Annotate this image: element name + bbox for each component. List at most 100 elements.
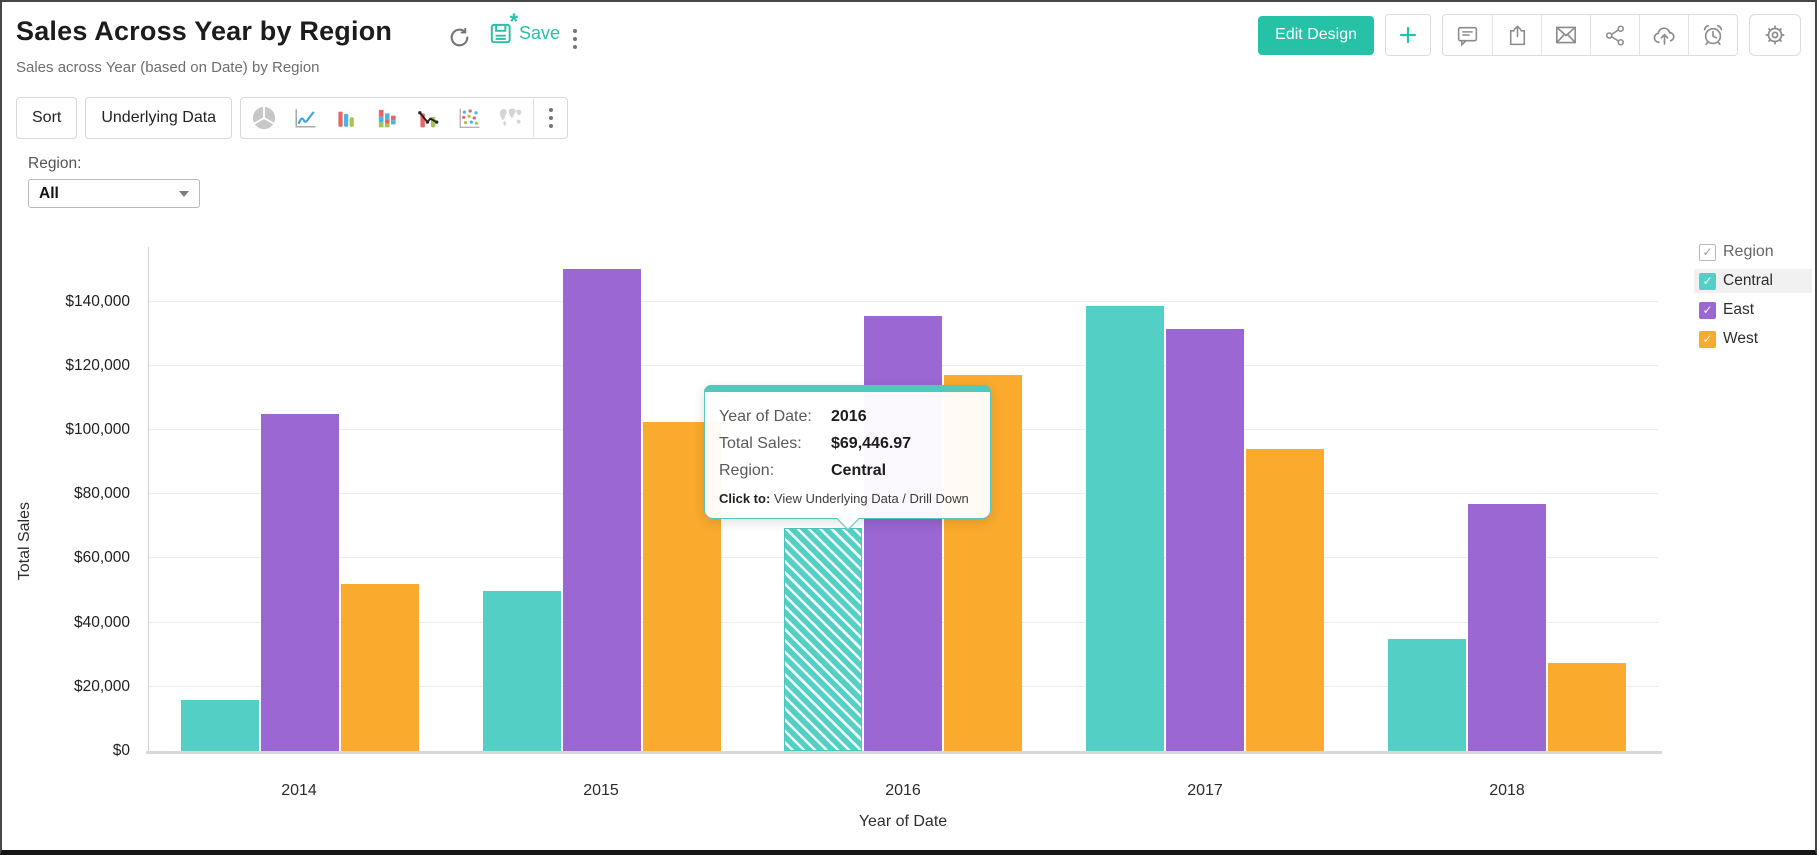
chart-type-map[interactable] bbox=[489, 99, 530, 137]
export-button[interactable] bbox=[1492, 15, 1541, 55]
bar-chart-icon bbox=[332, 104, 360, 132]
chart-tooltip: Year of Date: 2016 Total Sales: $69,446.… bbox=[704, 385, 991, 531]
bar-west-2014[interactable] bbox=[340, 584, 419, 751]
bars-row bbox=[149, 247, 1658, 751]
toolbar-separator bbox=[533, 99, 535, 137]
share-button[interactable] bbox=[1590, 15, 1639, 55]
chart-type-scatter[interactable] bbox=[448, 99, 489, 137]
scatter-chart-icon bbox=[455, 104, 483, 132]
chevron-down-icon bbox=[179, 190, 189, 197]
x-axis-line bbox=[146, 751, 1662, 754]
plus-icon bbox=[1398, 25, 1418, 45]
email-button[interactable] bbox=[1541, 15, 1590, 55]
legend-item-label: Central bbox=[1723, 272, 1773, 289]
chart-legend: ✓ Region ✓ Central ✓ East ✓ West bbox=[1694, 240, 1812, 351]
checkbox-checked-icon[interactable]: ✓ bbox=[1699, 272, 1716, 290]
bar-east-2018[interactable] bbox=[1468, 503, 1547, 751]
y-axis-labels: $0 $20,000 $40,000 $60,000 $80,000 $100,000 $1… bbox=[2, 247, 140, 759]
x-axis-labels: 2014 2015 2016 2017 2018 bbox=[148, 782, 1658, 800]
save-button[interactable]: * Save bbox=[488, 9, 561, 46]
save-label: Save bbox=[519, 22, 561, 43]
chart-type-combo[interactable] bbox=[407, 99, 448, 137]
settings-button[interactable] bbox=[1749, 14, 1801, 56]
view-toolbar: Sort Underlying Data bbox=[16, 97, 569, 139]
combo-chart-icon bbox=[414, 104, 442, 132]
gridline bbox=[149, 300, 1658, 302]
comment-icon bbox=[1455, 23, 1480, 48]
bar-central-2015[interactable] bbox=[482, 590, 561, 751]
sort-button[interactable]: Sort bbox=[16, 97, 78, 139]
stacked-bar-chart-icon bbox=[373, 104, 401, 132]
checkbox-checked-icon[interactable]: ✓ bbox=[1699, 301, 1716, 319]
export-icon bbox=[1505, 23, 1530, 48]
checkbox-checked-icon[interactable]: ✓ bbox=[1699, 243, 1716, 261]
chart-type-switcher bbox=[240, 97, 569, 139]
schedule-alert-button[interactable] bbox=[1688, 15, 1737, 55]
tooltip-accent-bar bbox=[704, 385, 991, 392]
region-filter-label: Region: bbox=[28, 155, 82, 172]
alarm-icon bbox=[1700, 22, 1726, 48]
legend-item-label: West bbox=[1723, 330, 1759, 347]
underlying-data-button[interactable]: Underlying Data bbox=[85, 97, 233, 139]
y-tick-label: $0 bbox=[112, 742, 130, 759]
region-filter-value: All bbox=[39, 184, 59, 202]
x-axis-title: Year of Date bbox=[858, 813, 948, 830]
chart-type-line[interactable] bbox=[284, 99, 325, 137]
tooltip-row: Total Sales: $69,446.97 bbox=[719, 430, 976, 457]
bar-east-2014[interactable] bbox=[260, 413, 339, 751]
chart-region: Total Sales $0 $20,000 $40,000 $60,000 $80,0… bbox=[2, 212, 1682, 850]
title-more-menu[interactable] bbox=[560, 24, 590, 54]
tooltip-row: Year of Date: 2016 bbox=[719, 403, 976, 430]
page-title: Sales Across Year by Region bbox=[16, 16, 393, 46]
add-button[interactable] bbox=[1385, 14, 1431, 56]
y-tick-label: $100,000 bbox=[65, 420, 130, 438]
checkbox-checked-icon[interactable]: ✓ bbox=[1699, 330, 1716, 348]
region-filter-dropdown[interactable]: All bbox=[28, 179, 200, 208]
edit-design-button[interactable]: Edit Design bbox=[1258, 15, 1374, 55]
legend-item-central[interactable]: ✓ Central bbox=[1694, 269, 1812, 293]
chart-type-stacked-bar[interactable] bbox=[366, 99, 407, 137]
bar-east-2015[interactable] bbox=[562, 269, 641, 751]
bar-central-2016[interactable] bbox=[784, 528, 863, 751]
legend-item-west[interactable]: ✓ West bbox=[1694, 327, 1812, 351]
bar-west-2017[interactable] bbox=[1246, 449, 1325, 751]
comments-button[interactable] bbox=[1443, 15, 1492, 55]
save-icon: * bbox=[488, 9, 518, 46]
email-icon bbox=[1553, 22, 1579, 48]
bar-group-2014 bbox=[149, 247, 451, 751]
y-tick-label: $40,000 bbox=[73, 613, 130, 631]
cloud-upload-icon bbox=[1651, 22, 1678, 49]
bar-west-2018[interactable] bbox=[1548, 662, 1627, 751]
legend-title: Region bbox=[1723, 243, 1774, 260]
pie-chart-icon bbox=[250, 104, 278, 132]
bar-central-2014[interactable] bbox=[180, 699, 259, 751]
chart-type-bar[interactable] bbox=[325, 99, 366, 137]
bar-east-2017[interactable] bbox=[1166, 328, 1245, 751]
tooltip-label: Region: bbox=[719, 462, 775, 479]
bar-central-2018[interactable] bbox=[1388, 638, 1467, 751]
y-tick-label: $140,000 bbox=[65, 292, 130, 310]
page-subtitle: Sales across Year (based on Date) by Reg… bbox=[16, 59, 320, 76]
y-tick-label: $20,000 bbox=[73, 677, 130, 695]
bar-east-2016[interactable] bbox=[864, 316, 943, 751]
bar-group-2018 bbox=[1356, 247, 1658, 751]
x-tick-label: 2018 bbox=[1489, 782, 1525, 799]
tooltip-footer-label: Click to: bbox=[719, 491, 771, 506]
legend-item-label: East bbox=[1723, 301, 1755, 318]
x-tick-label: 2014 bbox=[281, 782, 317, 799]
chart-type-more-menu[interactable] bbox=[537, 99, 565, 137]
bar-central-2017[interactable] bbox=[1086, 306, 1165, 751]
chart-type-pie[interactable] bbox=[243, 99, 284, 137]
tooltip-footer: Click to: View Underlying Data / Drill D… bbox=[719, 491, 976, 506]
bar-group-2015 bbox=[451, 247, 753, 751]
tooltip-value: $69,446.97 bbox=[831, 435, 912, 452]
legend-item-east[interactable]: ✓ East bbox=[1694, 298, 1812, 322]
y-tick-label: $80,000 bbox=[73, 485, 130, 503]
header-action-bar bbox=[1442, 14, 1738, 56]
tooltip-value: 2016 bbox=[831, 408, 867, 425]
refresh-button[interactable] bbox=[444, 22, 474, 52]
y-tick-label: $60,000 bbox=[73, 549, 130, 567]
legend-title-row[interactable]: ✓ Region bbox=[1694, 240, 1812, 264]
cloud-upload-button[interactable] bbox=[1639, 15, 1688, 55]
